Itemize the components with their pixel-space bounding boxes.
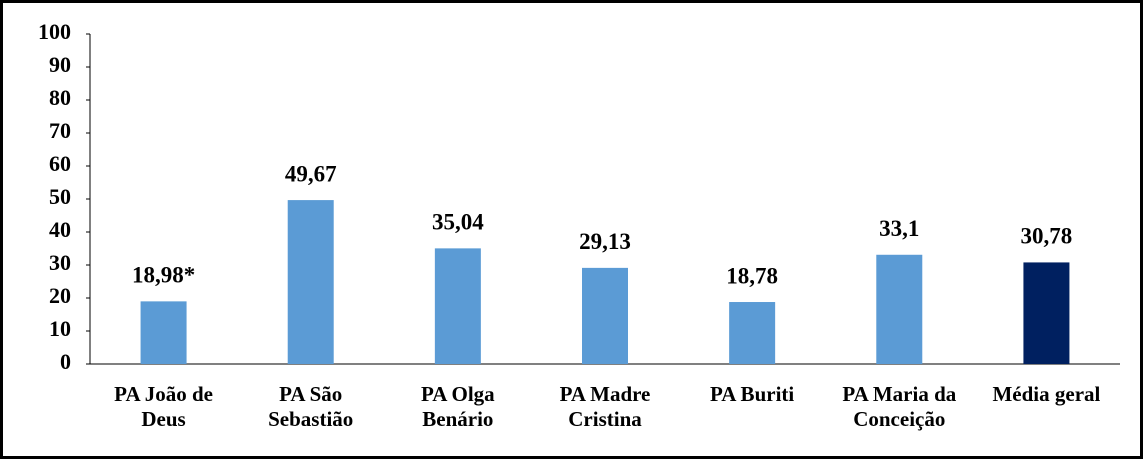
bar <box>1023 262 1070 364</box>
x-tick-label: PA Buriti <box>710 382 795 406</box>
bar <box>729 302 776 364</box>
y-tick-label: 90 <box>49 52 71 77</box>
x-tick-label: PA São Sebastião <box>268 382 354 431</box>
data-label: 30,78 <box>1021 224 1073 249</box>
data-label: 35,04 <box>432 210 484 235</box>
y-tick-label: 40 <box>49 217 71 242</box>
y-tick-label: 20 <box>49 283 71 308</box>
y-tick-label: 60 <box>49 151 71 176</box>
y-tick-label: 0 <box>60 349 71 374</box>
data-label: 18,78 <box>726 263 778 288</box>
y-tick-label: 50 <box>49 184 71 209</box>
x-tick-label: Média geral <box>992 382 1101 406</box>
data-label: 33,1 <box>879 216 919 241</box>
x-tick-label: PA Madre Cristina <box>559 382 651 431</box>
y-tick-label: 30 <box>49 250 71 275</box>
bar <box>140 301 187 364</box>
chart: 0 10 20 30 40 50 60 70 80 90 100 18,98* 49,67 35,04 29… <box>38 19 1120 374</box>
y-tick-label: 70 <box>49 118 71 143</box>
x-tick-label: PA Maria da Conceição <box>842 382 957 431</box>
x-tick-label: PA João de Deus <box>114 382 213 431</box>
data-label: 29,13 <box>579 229 631 254</box>
x-tick-label: PA Olga Benário <box>420 382 495 431</box>
data-label: 18,98* <box>132 263 195 288</box>
data-label: 49,67 <box>285 161 337 186</box>
bar <box>876 254 923 364</box>
bar <box>287 200 334 364</box>
bar <box>582 267 628 364</box>
y-tick-label: 10 <box>49 316 71 341</box>
y-tick-label: 100 <box>38 19 71 44</box>
y-tick-label: 80 <box>49 85 71 110</box>
bar <box>434 248 481 364</box>
